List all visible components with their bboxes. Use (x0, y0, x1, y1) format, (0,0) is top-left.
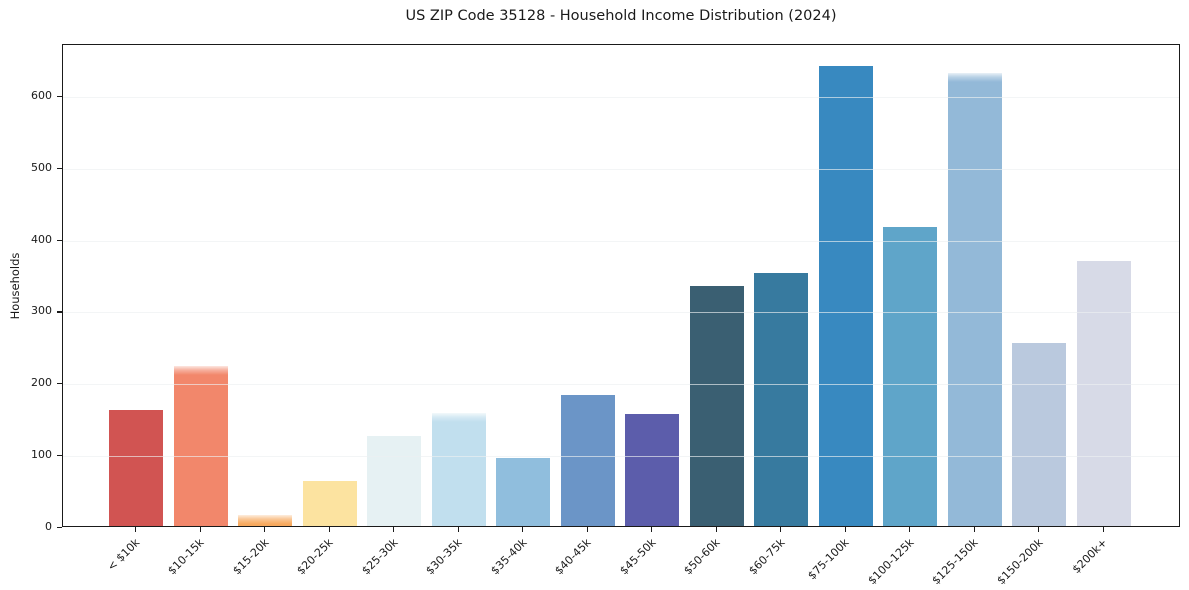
x-tick-mark (586, 527, 588, 532)
x-tick-label: $50-60k (681, 536, 723, 578)
chart-title: US ZIP Code 35128 - Household Income Dis… (405, 8, 837, 24)
x-tick-label: $35-40k (487, 536, 530, 578)
x-tick-mark (1102, 527, 1104, 532)
x-tick-label: $60-75k (745, 536, 788, 578)
x-tick-label: $25-30k (358, 536, 401, 578)
x-tick-mark (328, 527, 330, 532)
y-tick-mark (57, 95, 62, 97)
x-tick-mark (715, 527, 717, 532)
y-tick-mark (57, 455, 62, 457)
bar-10k (109, 409, 163, 526)
bar-200k (1076, 260, 1131, 526)
bar-50-60k (689, 285, 744, 526)
bar-30-35k (431, 413, 486, 526)
bar-40-45k (560, 395, 615, 526)
bar-150-200k (1012, 343, 1066, 526)
bar-15-20k (238, 514, 292, 526)
bar-60-75k (754, 273, 808, 526)
x-tick-mark (844, 527, 846, 532)
x-tick-label: < $10k (104, 536, 143, 574)
x-tick-label: $40-45k (552, 536, 594, 578)
plot-area (62, 44, 1180, 527)
gridline-500 (63, 168, 1179, 170)
y-tick-mark (57, 311, 62, 313)
gridline-600 (63, 96, 1179, 98)
bar-25-30k (367, 436, 421, 526)
bar-35-40k (496, 458, 550, 526)
x-tick-mark (522, 527, 524, 532)
x-tick-mark (135, 527, 137, 532)
x-tick-label: $45-50k (616, 536, 659, 578)
y-tick-label: 600 (31, 88, 52, 102)
y-tick-label: 200 (31, 376, 52, 390)
x-tick-label: $150-200k (994, 536, 1046, 588)
y-tick-label: 400 (31, 232, 52, 246)
bar-20-25k (302, 481, 357, 526)
y-tick-mark (57, 383, 62, 385)
y-tick-mark (57, 527, 62, 529)
gridline-300 (63, 312, 1179, 314)
x-tick-label: $125-150k (929, 536, 981, 588)
x-tick-mark (1038, 527, 1040, 532)
bar-soft-top (238, 514, 292, 524)
bar-10-15k (173, 365, 228, 526)
bar-75-100k (818, 66, 873, 526)
x-tick-mark (780, 527, 782, 532)
x-tick-label: $100-125k (865, 536, 917, 588)
x-tick-label: $30-35k (423, 536, 465, 578)
y-tick-label: 500 (31, 160, 52, 174)
x-tick-label: $20-25k (294, 536, 336, 578)
y-tick-label: 300 (31, 304, 52, 318)
x-tick-label: $15-20k (229, 536, 272, 578)
y-tick-mark (57, 239, 62, 241)
bar-100-125k (883, 227, 937, 526)
gridline-400 (63, 240, 1179, 242)
x-tick-label: $10-15k (165, 536, 207, 578)
x-tick-mark (973, 527, 975, 532)
bar-soft-top (173, 365, 228, 375)
x-tick-mark (264, 527, 266, 532)
bar-45-50k (625, 413, 679, 526)
y-tick-label: 0 (45, 520, 52, 533)
x-tick-label: $200k+ (1069, 536, 1110, 577)
y-tick-label: 100 (31, 448, 52, 462)
x-tick-mark (651, 527, 653, 532)
x-tick-mark (909, 527, 911, 532)
x-tick-label: $75-100k (805, 536, 852, 583)
bar-soft-top (947, 73, 1002, 83)
bar-soft-top (431, 413, 486, 423)
bar-125-150k (947, 73, 1002, 526)
x-tick-mark (393, 527, 395, 532)
x-tick-mark (199, 527, 201, 532)
x-tick-mark (457, 527, 459, 532)
y-tick-mark (57, 167, 62, 169)
